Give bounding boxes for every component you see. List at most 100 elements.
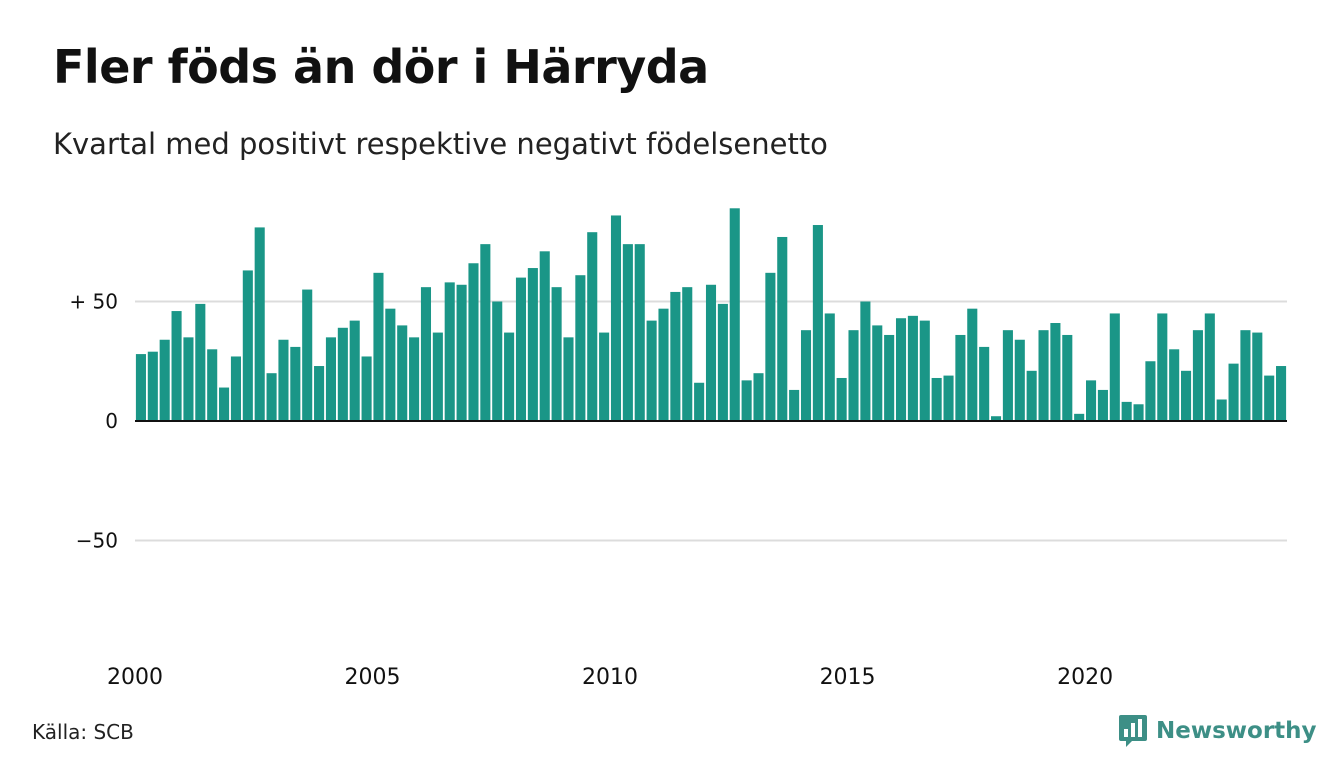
bar — [717, 303, 728, 421]
bar — [527, 268, 538, 421]
bar — [907, 315, 918, 421]
bar — [361, 356, 372, 421]
bar — [777, 236, 788, 421]
source-note: Källa: SCB — [32, 720, 134, 744]
bar — [183, 337, 194, 421]
bar — [1133, 404, 1144, 421]
bar — [207, 349, 218, 421]
bar — [337, 327, 348, 421]
bar-chart: + 50 0 −50 2000 2005 2010 2015 2020 — [69, 208, 1287, 690]
bar — [325, 337, 336, 421]
bar — [895, 318, 907, 421]
bar — [658, 308, 669, 421]
bar — [1074, 413, 1085, 421]
x-tick-label: 2020 — [1057, 665, 1113, 690]
bar — [1014, 339, 1025, 421]
brand-logo: Newsworthy — [1118, 714, 1317, 748]
bar — [872, 325, 883, 421]
bar — [931, 377, 942, 421]
bar — [539, 251, 550, 421]
bar — [1228, 363, 1239, 421]
bar — [563, 337, 574, 421]
bar — [444, 282, 455, 421]
bar — [1097, 389, 1108, 421]
bar — [171, 311, 182, 421]
bar — [884, 334, 895, 421]
bar — [587, 232, 598, 421]
bar — [385, 308, 396, 421]
bar — [492, 301, 503, 421]
bar — [1264, 375, 1275, 421]
bar — [765, 272, 776, 421]
x-axis-ticks: 2000 2005 2010 2015 2020 — [107, 665, 1113, 690]
chart-title: Fler föds än dör i Härryda — [53, 40, 709, 94]
bar — [420, 287, 432, 421]
bar — [1216, 399, 1227, 421]
bar — [1109, 313, 1120, 421]
bar — [646, 320, 657, 421]
bar — [1002, 330, 1013, 421]
bar — [800, 330, 812, 421]
bar — [990, 416, 1002, 421]
y-axis-ticks: + 50 0 −50 — [69, 290, 118, 553]
bar — [373, 272, 384, 421]
bar — [575, 275, 586, 421]
bar — [812, 225, 823, 421]
bar — [622, 244, 633, 421]
bar — [397, 325, 408, 421]
bar — [753, 373, 764, 421]
bar — [1181, 370, 1192, 421]
y-tick-label: −50 — [76, 529, 118, 553]
bar — [848, 330, 859, 421]
bar-chart-speech-icon — [1119, 715, 1147, 747]
bar — [705, 284, 717, 421]
bar — [1050, 323, 1061, 421]
bar — [266, 373, 277, 421]
bar — [1169, 349, 1180, 421]
bar — [135, 354, 146, 421]
bar — [1252, 332, 1263, 421]
bar — [515, 277, 527, 421]
bar — [610, 215, 622, 421]
bar — [836, 377, 847, 421]
bar — [1026, 370, 1037, 421]
brand-name: Newsworthy — [1156, 718, 1317, 744]
bar — [670, 291, 681, 421]
bar — [824, 313, 835, 421]
bar — [1145, 361, 1156, 421]
y-tick-label: 0 — [105, 409, 118, 433]
bar — [504, 332, 515, 421]
bar — [302, 289, 313, 421]
bar — [741, 380, 752, 421]
bar — [1204, 313, 1215, 421]
bar — [242, 270, 253, 421]
bar — [230, 356, 241, 421]
bar — [943, 375, 954, 421]
bar — [919, 320, 930, 421]
bars — [135, 208, 1287, 421]
bar — [599, 332, 610, 421]
bar — [682, 287, 693, 421]
x-tick-label: 2005 — [345, 665, 401, 690]
bar — [219, 387, 230, 421]
bar — [1192, 330, 1203, 421]
bar — [290, 346, 301, 421]
bar — [147, 351, 158, 421]
bar — [967, 308, 978, 421]
bar — [1062, 334, 1073, 421]
bar — [634, 244, 645, 421]
x-tick-label: 2010 — [582, 665, 638, 690]
bar — [195, 303, 206, 421]
bar — [1038, 330, 1049, 421]
bar — [432, 332, 443, 421]
bar — [409, 337, 420, 421]
bar — [314, 366, 325, 421]
chart-subtitle: Kvartal med positivt respektive negativt… — [53, 127, 828, 161]
bar — [729, 208, 740, 421]
bar — [789, 389, 800, 421]
bar — [1157, 313, 1168, 421]
bar — [1121, 401, 1132, 421]
bar — [159, 339, 170, 421]
x-tick-label: 2000 — [107, 665, 163, 690]
bar — [694, 382, 705, 421]
